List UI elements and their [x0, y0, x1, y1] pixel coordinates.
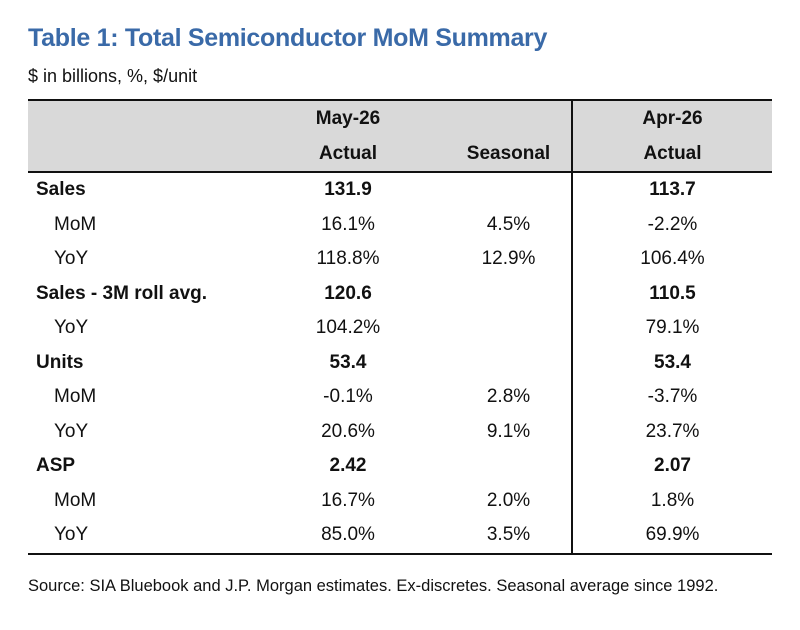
cell-apr: -2.2% [571, 207, 772, 242]
row-label: YoY [54, 317, 89, 339]
table-row: MoM 16.7% 2.0% 1.8% [28, 483, 772, 518]
table-row: YoY 118.8% 12.9% 106.4% [28, 242, 772, 277]
page-title: Table 1: Total Semiconductor MoM Summary [28, 24, 548, 52]
row-label: YoY [54, 248, 89, 270]
row-label: ASP [36, 455, 76, 477]
header-seasonal: Seasonal [446, 136, 572, 173]
row-label: MoM [54, 386, 97, 408]
header-apr-actual: Actual [571, 136, 772, 173]
cell-apr: 113.7 [571, 172, 772, 208]
cell-seasonal: 9.1% [486, 420, 531, 442]
cell-apr: 110.5 [571, 276, 772, 311]
table-row: Sales 131.9 113.7 [28, 172, 772, 208]
header-row-type: Actual Seasonal Actual [28, 136, 772, 173]
cell-seasonal [446, 277, 572, 312]
cell-may: 104.2% [315, 317, 381, 339]
header-row-period: May-26 Apr-26 [28, 99, 772, 136]
cell-apr: 1.8% [571, 483, 772, 518]
summary-table: May-26 Apr-26 Actual Seasonal Actual Sal… [28, 99, 772, 555]
cell-seasonal [446, 449, 572, 484]
table-row: YoY 20.6% 9.1% 23.7% [28, 414, 772, 449]
cell-may: 20.6% [321, 420, 375, 442]
cell-may: -0.1% [323, 386, 373, 408]
cell-apr: -3.7% [571, 380, 772, 415]
cell-may: 131.9 [324, 179, 372, 201]
table-row: MoM -0.1% 2.8% -3.7% [28, 380, 772, 415]
cell-apr: 2.07 [571, 449, 772, 484]
cell-apr: 106.4% [571, 242, 772, 277]
cell-may: 118.8% [316, 248, 380, 270]
source-note: Source: SIA Bluebook and J.P. Morgan est… [28, 577, 719, 595]
header-apr-period: Apr-26 [571, 99, 772, 136]
units-subtitle: $ in billions, %, $/unit [28, 66, 198, 86]
row-label: YoY [28, 518, 250, 555]
cell-seasonal: 3.5% [446, 518, 572, 555]
table-row: YoY 104.2% 79.1% [28, 311, 772, 346]
cell-apr: 69.9% [571, 518, 772, 555]
cell-seasonal [446, 346, 572, 381]
header-may-actual: Actual [250, 136, 446, 173]
cell-may: 85.0% [250, 518, 446, 555]
header-blank [28, 136, 250, 173]
row-label: MoM [54, 489, 97, 511]
table-header: May-26 Apr-26 Actual Seasonal Actual [28, 99, 772, 173]
table-body: Sales 131.9 113.7 MoM 16.1% 4.5% -2.2% Y… [28, 172, 772, 555]
row-label: Sales [36, 179, 86, 201]
cell-seasonal: 2.8% [486, 386, 531, 408]
cell-apr: 53.4 [571, 345, 772, 380]
cell-seasonal: 2.0% [486, 489, 531, 511]
table-row: MoM 16.1% 4.5% -2.2% [28, 207, 772, 242]
cell-may: 120.6 [324, 282, 372, 304]
row-label: Sales - 3M roll avg. [36, 282, 208, 304]
table-row: YoY 85.0% 3.5% 69.9% [28, 518, 772, 555]
cell-apr: 79.1% [571, 311, 772, 346]
table-row: Sales - 3M roll avg. 120.6 110.5 [28, 276, 772, 312]
row-label: Units [36, 351, 84, 373]
cell-seasonal: 4.5% [486, 213, 531, 235]
cell-seasonal: 12.9% [481, 248, 536, 270]
summary-table-container: May-26 Apr-26 Actual Seasonal Actual Sal… [28, 99, 772, 555]
header-blank-seasonal [446, 99, 572, 136]
row-label: YoY [54, 420, 89, 442]
cell-apr: 23.7% [571, 414, 772, 449]
table-row: ASP 2.42 2.07 [28, 449, 772, 484]
cell-seasonal [446, 172, 572, 208]
cell-may: 16.7% [321, 489, 375, 511]
table-row: Units 53.4 53.4 [28, 345, 772, 381]
cell-may: 53.4 [329, 351, 367, 373]
cell-may: 2.42 [329, 455, 367, 477]
cell-seasonal [446, 311, 572, 346]
header-may-period: May-26 [250, 99, 446, 136]
row-label: MoM [54, 213, 97, 235]
header-blank [28, 99, 250, 136]
cell-may: 16.1% [321, 213, 375, 235]
